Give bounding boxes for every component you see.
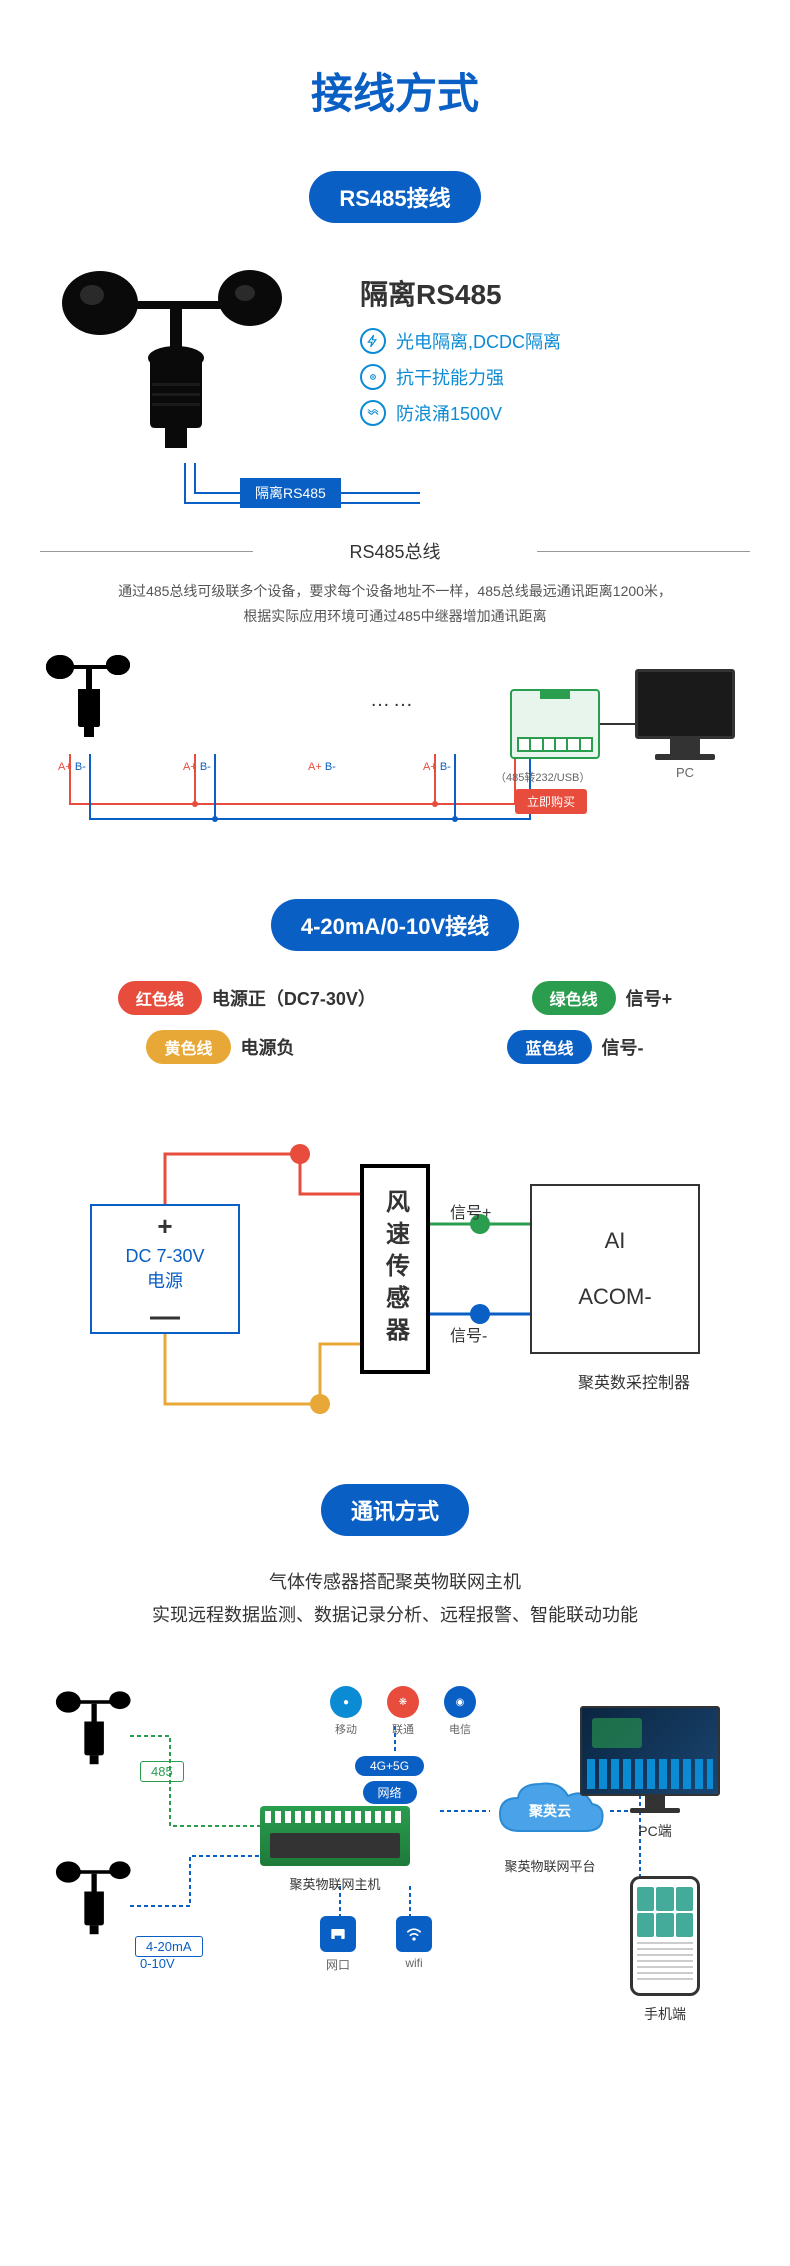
buy-button[interactable]: 立即购买 — [515, 789, 587, 814]
controller-label: 聚英数采控制器 — [578, 1369, 690, 1393]
carrier-row: ●移动 ❋联通 ◉电信 — [330, 1686, 476, 1737]
bus-description: 通过485总线可级联多个设备，要求每个设备地址不一样，485总线最远通讯距离12… — [40, 579, 750, 629]
converter-label: （485转232/USB） — [495, 769, 590, 785]
bus-divider: RS485总线 — [40, 538, 750, 564]
dc-power-box: + DC 7-30V 电源 — — [90, 1204, 240, 1334]
analog-diagram: + DC 7-30V 电源 — 风速传感器 信号+ 信号- AI ACOM- 聚… — [40, 1104, 750, 1444]
yellow-dot — [310, 1394, 330, 1414]
rs485-wire-label: 隔离RS485 — [240, 478, 341, 508]
wave-icon — [360, 400, 386, 426]
feature-row: 抗干扰能力强 — [360, 364, 750, 390]
phone-device: 手机端 — [620, 1876, 710, 2024]
green-wire-pill: 绿色线 — [532, 981, 616, 1015]
feature-text: 抗干扰能力强 — [396, 364, 504, 390]
unicom-icon: ❋ — [387, 1686, 419, 1718]
ellipsis: …… — [370, 689, 416, 712]
blue-dot — [470, 1304, 490, 1324]
anemometer-large — [40, 253, 320, 473]
converter-box — [510, 689, 600, 759]
rs485-pill: RS485接线 — [309, 171, 480, 223]
anemometer-icon — [50, 1686, 140, 1766]
feature-row: 光电隔离,DCDC隔离 — [360, 328, 750, 354]
sensor-box: 风速传感器 — [360, 1164, 430, 1374]
feature-text: 光电隔离,DCDC隔离 — [396, 328, 561, 354]
bus-diagram: …… A+ B- A+ B- A+ B- A+ B- （485转232/USB）… — [40, 649, 750, 869]
label-485: 485 — [140, 1761, 184, 1782]
comm-pill: 通讯方式 — [321, 1484, 469, 1536]
bottom-icons: 网口 wifi — [320, 1916, 432, 1973]
signal-minus-label: 信号- — [450, 1322, 487, 1346]
network-pills: 4G+5G 网络 — [355, 1756, 424, 1804]
bolt-icon — [360, 328, 386, 354]
gateway-device: 聚英物联网主机 — [260, 1806, 410, 1886]
wifi-icon — [396, 1916, 432, 1952]
wire-legend: 红色线电源正（DC7-30V） 绿色线信号+ 黄色线电源负 蓝色线信号- — [40, 981, 750, 1064]
anemometer-icon — [40, 649, 140, 739]
shield-icon — [360, 364, 386, 390]
label-420ma: 4-20mA — [135, 1936, 203, 1957]
pc-monitor: PC — [630, 669, 740, 780]
anemometer-icon — [50, 1856, 140, 1936]
blue-wire-pill: 蓝色线 — [507, 1030, 591, 1064]
label-010v: 0-10V — [140, 1956, 175, 1971]
pc-device: PC端 — [580, 1706, 730, 1841]
signal-plus-label: 信号+ — [450, 1199, 491, 1223]
telecom-icon: ◉ — [444, 1686, 476, 1718]
red-dot — [290, 1144, 310, 1164]
comm-diagram: 485 4-20mA 0-10V ●移动 ❋联通 ◉电信 4G+5G 网络 聚英… — [40, 1656, 750, 2036]
red-wire-pill: 红色线 — [118, 981, 202, 1015]
main-title: 接线方式 — [40, 60, 750, 121]
ai-box: AI ACOM- — [530, 1184, 700, 1354]
cmcc-icon: ● — [330, 1686, 362, 1718]
yellow-wire-pill: 黄色线 — [146, 1030, 230, 1064]
comm-description: 气体传感器搭配聚英物联网主机 实现远程数据监测、数据记录分析、远程报警、智能联动… — [40, 1566, 750, 1631]
isolation-title: 隔离RS485 — [360, 273, 750, 313]
ethernet-icon — [320, 1916, 356, 1952]
analog-pill: 4-20mA/0-10V接线 — [271, 899, 519, 951]
feature-text: 防浪涌1500V — [396, 400, 502, 426]
feature-row: 防浪涌1500V — [360, 400, 750, 426]
